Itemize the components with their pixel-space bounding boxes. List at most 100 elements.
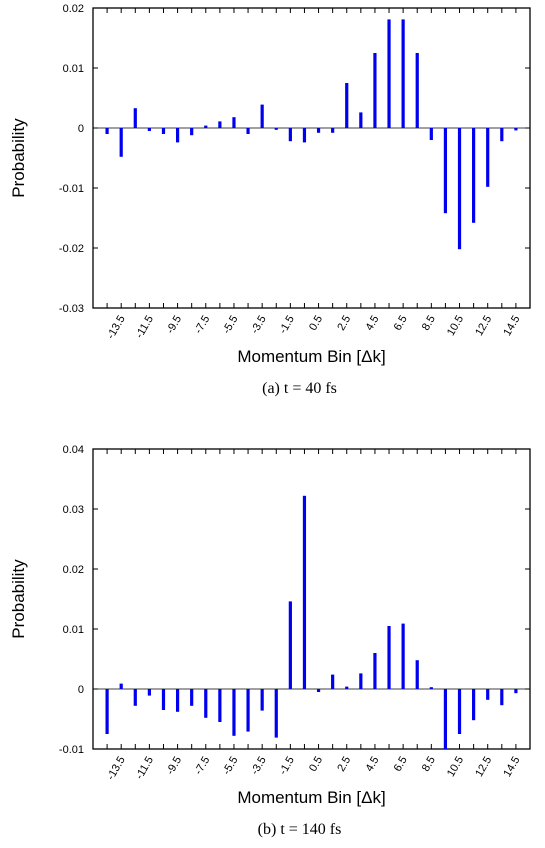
bar	[161, 689, 166, 710]
x-tick-label: -5.5	[221, 314, 241, 336]
bar	[316, 128, 321, 133]
x-tick-label: 8.5	[420, 755, 438, 774]
panel-caption: (a) t = 40 fs	[262, 380, 337, 397]
bar	[204, 125, 208, 128]
bar	[274, 128, 278, 130]
bar	[274, 689, 278, 738]
bar	[246, 689, 250, 732]
bar	[232, 117, 236, 128]
bar	[486, 128, 490, 187]
y-tick-label: 0.02	[63, 3, 84, 15]
bar	[331, 128, 335, 133]
bar	[190, 128, 194, 136]
bar	[345, 83, 349, 128]
y-tick-label: -0.01	[59, 744, 84, 756]
y-tick-label: 0	[78, 684, 84, 696]
y-tick-label: 0.01	[63, 63, 84, 75]
x-tick-label: 4.5	[363, 755, 381, 774]
x-tick-label: 12.5	[473, 314, 494, 339]
bar	[218, 689, 222, 722]
plot-frame	[92, 448, 531, 750]
y-axis-label: Probability	[9, 118, 28, 198]
bar	[175, 128, 180, 143]
bar	[288, 128, 292, 142]
bar	[359, 673, 363, 689]
bar	[147, 128, 151, 131]
bar	[133, 689, 137, 706]
y-tick-label: -0.02	[59, 243, 84, 255]
bar	[443, 128, 448, 214]
bar	[443, 689, 448, 749]
bar	[457, 689, 462, 734]
x-tick-label: -9.5	[164, 755, 184, 777]
y-axis-label: Probability	[9, 559, 28, 639]
x-tick-label: 0.5	[307, 314, 325, 333]
bar	[514, 128, 518, 131]
bar	[500, 689, 504, 706]
bar	[147, 689, 151, 696]
bar	[401, 623, 405, 689]
x-tick-label: 2.5	[335, 314, 353, 333]
bar	[472, 128, 476, 223]
panel-b: -0.01 0 0.01 0.02 0.03 0.04 -13.5 -11.5 -9.5 -7.5…	[9, 444, 531, 838]
bar	[486, 689, 490, 700]
x-tick-label: 2.5	[335, 755, 353, 774]
bar	[429, 687, 433, 689]
bar	[331, 674, 335, 689]
panel-a: -0.03 -0.02 -0.01 0 0.01 0.02 -13.5 -11.5 -9.5 -7…	[9, 3, 531, 397]
y-tick-label: 0.03	[63, 504, 84, 516]
x-tick-label: 6.5	[392, 314, 410, 333]
x-tick-label: -3.5	[249, 314, 269, 336]
bar	[472, 689, 476, 721]
y-tick-label: 0.01	[63, 624, 84, 636]
x-tick-label: 4.5	[363, 314, 381, 333]
bar	[345, 686, 349, 689]
bar	[415, 660, 419, 689]
bar	[373, 653, 377, 689]
x-tick-label: 12.5	[473, 755, 494, 780]
y-tick-label: -0.01	[59, 183, 84, 195]
y-tick-label: 0.04	[63, 444, 84, 456]
bar	[373, 53, 377, 128]
bar	[232, 689, 236, 736]
bar	[119, 683, 123, 689]
x-tick-label: -9.5	[164, 314, 184, 336]
x-tick-label: -7.5	[192, 314, 212, 336]
bar	[457, 128, 462, 250]
bar	[316, 689, 321, 692]
bar	[302, 128, 307, 143]
x-tick-label: -11.5	[133, 755, 156, 782]
y-tick-label: 0.02	[63, 564, 84, 576]
x-tick-label: -3.5	[249, 755, 269, 777]
x-tick-label: 6.5	[392, 755, 410, 774]
x-tick-label: -13.5	[105, 314, 128, 342]
bar	[161, 128, 166, 134]
bar	[288, 601, 292, 689]
bar	[359, 112, 363, 128]
bar	[387, 19, 391, 128]
bar	[387, 626, 391, 689]
x-tick-label: -7.5	[192, 755, 212, 777]
x-tick-label: -13.5	[105, 755, 128, 783]
bar	[302, 495, 307, 689]
x-axis-label: Momentum Bin [Δk]	[237, 788, 385, 807]
bar	[133, 108, 137, 128]
bar	[218, 121, 222, 128]
bar	[260, 104, 264, 128]
bar	[429, 128, 433, 140]
bar	[190, 689, 194, 706]
bar	[119, 128, 123, 157]
x-tick-label: -5.5	[221, 755, 241, 777]
x-tick-label: 8.5	[420, 314, 438, 333]
x-tick-label: 14.5	[501, 314, 522, 339]
bar	[246, 128, 250, 134]
x-axis-label: Momentum Bin [Δk]	[237, 347, 385, 366]
x-tick-label: 10.5	[445, 755, 466, 780]
x-tick-label: -1.5	[277, 314, 297, 336]
bar	[105, 128, 109, 134]
panel-caption: (b) t = 140 fs	[258, 821, 342, 838]
bar	[415, 53, 419, 128]
bar	[500, 128, 504, 142]
bar	[401, 19, 405, 128]
